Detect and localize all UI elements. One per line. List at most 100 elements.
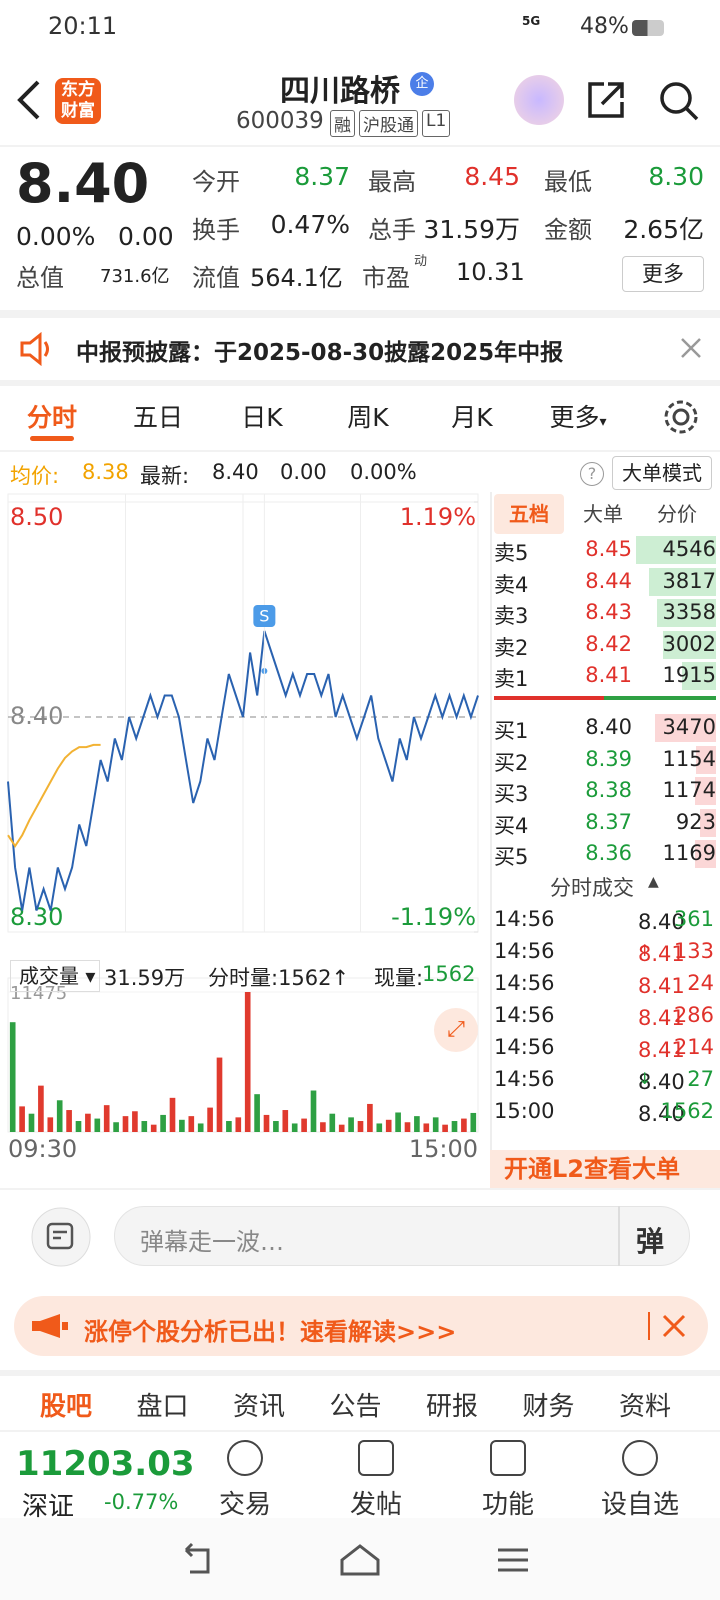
l2-banner[interactable]: 开通L2查看大单 [490,1150,720,1188]
promo-banner[interactable] [14,1296,708,1356]
bottom-tab[interactable]: 盘口 [136,1392,189,1422]
trade-volume: 27 [687,1067,714,1091]
book-tab[interactable]: 五档 [494,494,564,534]
footer-action[interactable]: 功能 [481,1490,535,1520]
volume-frame [7,977,479,1133]
chart-tab[interactable]: 日K [241,403,283,432]
system-buttons[interactable] [180,1540,580,1580]
trade-time: 14:56 [494,1067,555,1091]
book-price: 8.40 [585,715,632,739]
expand-button[interactable]: ⤢ [434,1008,478,1052]
trade-price-value: 8.40 [638,1102,685,1126]
depth-bar [695,777,716,805]
volume-bar [301,1118,307,1132]
bottom-tab[interactable]: 研报 [425,1392,479,1422]
book-volume: 1154 [662,746,716,771]
volume-bar [197,1123,204,1132]
trade-price-value: 8.41 [638,974,685,998]
comment-input[interactable] [114,1206,690,1266]
divider [618,1206,620,1266]
footer-action[interactable]: 交易 [218,1490,272,1520]
assistant-avatar[interactable] [514,75,564,125]
footer-action[interactable]: 发帖 [349,1490,403,1520]
book-tab[interactable]: 分价 [657,502,697,526]
trade-volume: 361 [673,907,714,931]
depth-bar [656,599,716,627]
depth-bar [648,567,716,596]
bottom-tab[interactable]: 公告 [329,1392,382,1422]
help-icon[interactable]: ? [580,462,604,486]
bottom-tab[interactable]: 资讯 [232,1392,286,1422]
volume-bar [75,1121,82,1132]
action-icon [622,1440,658,1476]
divider [0,380,720,386]
volume-bar [263,1114,270,1132]
book-volume: 3358 [662,600,716,624]
stat-label: 换手 [192,216,240,244]
bottom-tab[interactable]: 资料 [618,1392,672,1422]
bottom-tab[interactable]: 股吧 [39,1392,93,1422]
book-label: 卖2 [494,635,529,660]
stat-value: 8.45 [464,162,520,191]
volume-bar [160,1114,166,1132]
tags: 融沪股通 L1 [330,110,451,137]
stat-value: 31.59万 [423,215,520,244]
chart-tab[interactable]: 更多▾ [549,403,607,432]
volume-bar [113,1122,119,1132]
close-promo[interactable] [662,1314,686,1338]
stat-label: 总手 [368,216,416,244]
stat-value: 731.6亿 [100,266,170,287]
volume-bar [273,1121,279,1132]
book-tab[interactable]: 大单 [583,502,623,526]
mode-button[interactable]: 大单模式 [612,456,712,490]
depth-bar [654,714,716,742]
marker: S [259,607,269,626]
volume-bar [357,1121,364,1132]
footer-action[interactable]: 设自选 [600,1490,680,1520]
change: 0.00 [118,222,174,251]
y-tick-label: 8.50 [10,503,63,531]
book-label: 卖4 [494,572,529,597]
book-row: 买3 8.38 1174 [494,775,718,807]
trade-row: 14:56 8.41 ↑ 133 [494,936,718,968]
volume-selector[interactable]: 成交量 ▾ [10,960,100,992]
volume-total: 31.59万 [104,966,186,990]
chart-tab[interactable]: 五日 [132,403,184,432]
more-button[interactable]: 更多 [622,256,704,292]
bottom-tab[interactable]: 财务 [522,1392,575,1422]
trade-volume: 1562 [660,1099,714,1123]
divider [0,310,720,318]
volume-bar [310,1090,317,1132]
chart-tab[interactable]: 月K [451,403,493,432]
volume-bar [254,1094,260,1132]
book-row: 卖5 8.45 4546 [494,534,718,566]
back-button[interactable] [14,78,44,122]
chart-tab[interactable]: 分时 [26,403,78,432]
book-price: 8.38 [585,778,632,802]
comment-settings[interactable] [30,1206,92,1268]
divider [0,145,720,147]
trades-title: 分时成交 [550,876,634,900]
system-nav [0,1518,720,1600]
minute-volume: 分时量:1562↑ [208,966,350,990]
share-button[interactable] [586,80,626,120]
price: 8.40 [16,152,150,215]
close-notice[interactable] [680,337,702,359]
volume-bar [451,1121,458,1132]
stat-label: 最低 [544,168,592,196]
volume-bar [404,1122,411,1132]
avg-label: 均价: [10,464,60,488]
notice[interactable]: 中报预披露：于2025-08-30披露2025年中报 [76,340,564,366]
trade-row: 14:56 8.40 ↓ 27 [494,1064,718,1096]
danmu-button[interactable]: 弹 [636,1225,665,1258]
megaphone-icon [32,1314,68,1338]
trade-time: 14:56 [494,1035,555,1059]
search-button[interactable] [658,80,700,122]
index-value: 11203.03 [16,1444,195,1484]
depth-bar [682,662,716,690]
settings-icon[interactable] [662,398,700,436]
chart-tab[interactable]: 周K [347,403,389,432]
book-volume: 3817 [662,568,716,593]
book-volume: 1915 [662,663,716,687]
